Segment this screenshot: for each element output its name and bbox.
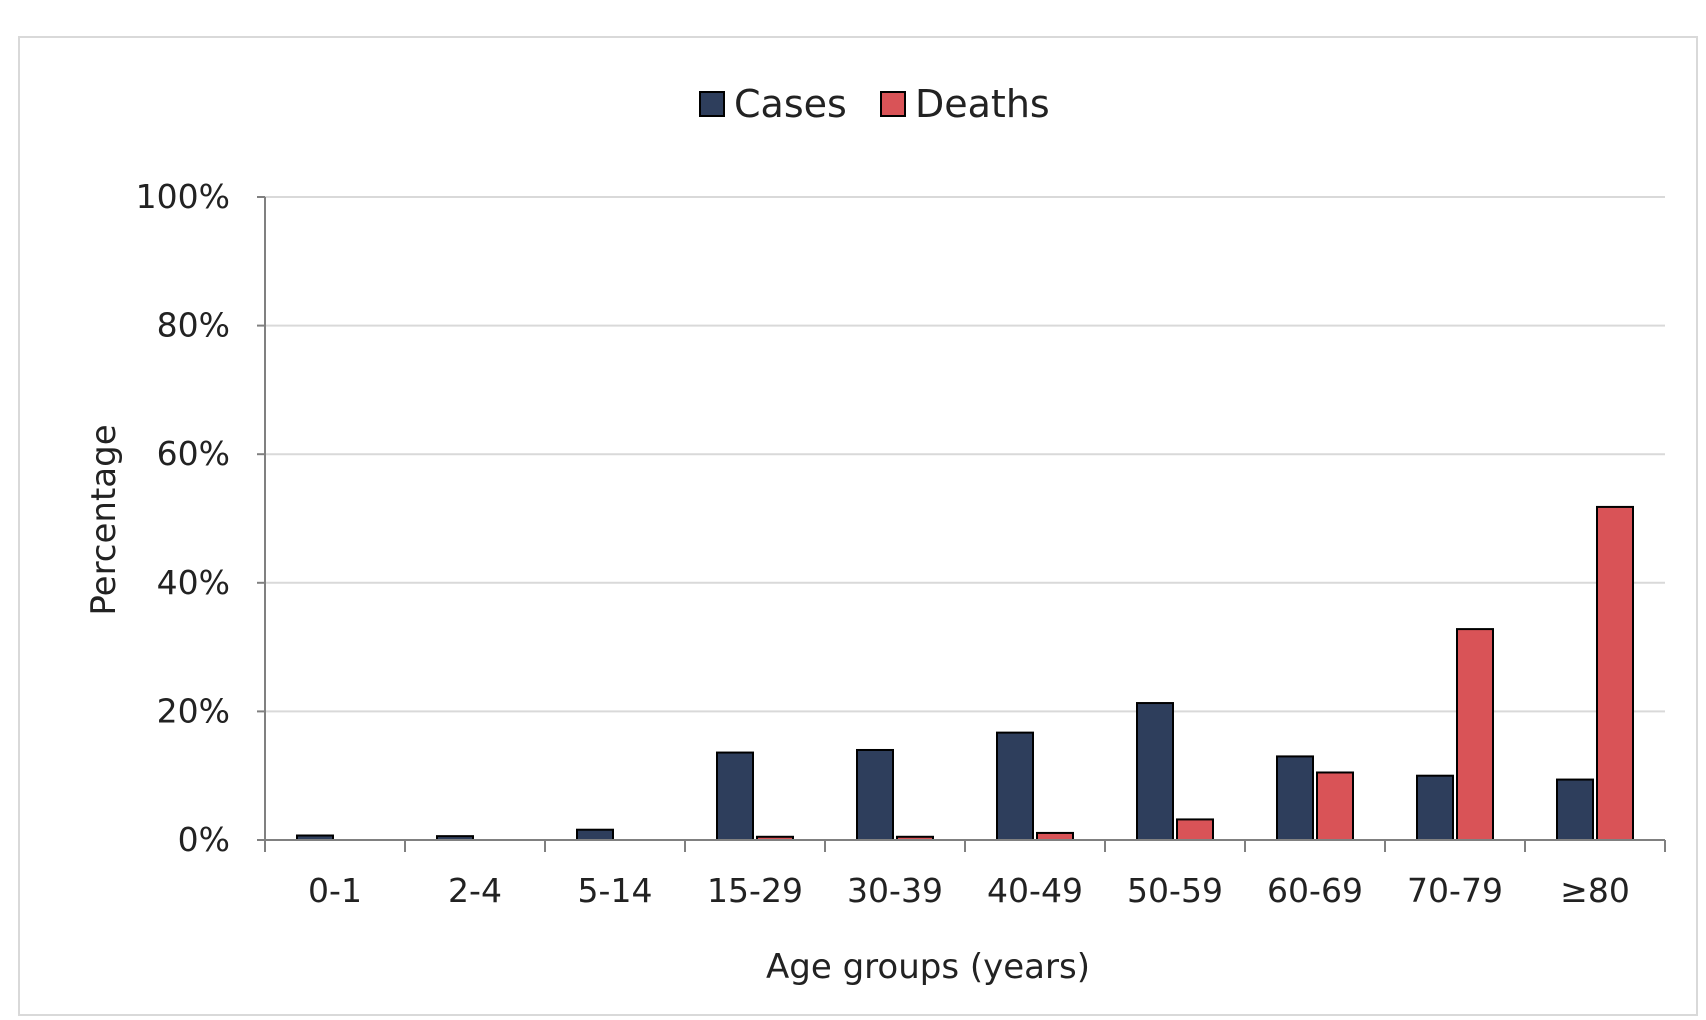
- y-tick-label: 60%: [157, 434, 230, 473]
- legend-label-cases: Cases: [734, 82, 847, 126]
- gridlines: [265, 196, 1665, 713]
- bar-cases-9: [1556, 778, 1594, 841]
- y-tick-label: 100%: [136, 177, 230, 216]
- y-tick-label: 40%: [157, 563, 230, 602]
- legend-label-deaths: Deaths: [915, 82, 1050, 126]
- bars: [296, 505, 1634, 842]
- x-tick-label: 50-59: [1127, 871, 1223, 910]
- bar-deaths-9: [1596, 505, 1634, 841]
- x-tick-label: 5-14: [578, 871, 653, 910]
- chart-frame: [18, 36, 1698, 1016]
- x-tick-label: 2-4: [448, 871, 502, 910]
- bar-cases-8: [1416, 774, 1454, 842]
- y-tick-label: 0%: [178, 820, 230, 859]
- x-axis-title: Age groups (years): [766, 947, 1090, 987]
- bar-cases-5: [996, 731, 1034, 842]
- x-tick-label: 70-79: [1407, 871, 1503, 910]
- x-tick-label: 60-69: [1267, 871, 1363, 910]
- bar-deaths-6: [1176, 818, 1214, 842]
- bar-cases-6: [1136, 702, 1174, 842]
- x-tick-label: 30-39: [847, 871, 943, 910]
- x-tick-label: 40-49: [987, 871, 1083, 910]
- y-tick-label: 80%: [157, 306, 230, 345]
- x-axis-ticks: 0-1 2-4 5-14 15-29 30-39 40-49 50-59 60-69 70-79…: [264, 840, 1666, 910]
- bar-deaths-7: [1316, 771, 1354, 841]
- bar-cases-3: [716, 751, 754, 841]
- y-axis-title: Percentage: [84, 424, 124, 615]
- bar-cases-7: [1276, 755, 1314, 841]
- bar-deaths-8: [1456, 628, 1494, 842]
- axes: [264, 197, 1665, 841]
- bar-cases-2: [576, 828, 614, 841]
- bar-cases-4: [856, 748, 894, 841]
- x-tick-label: 0-1: [308, 871, 362, 910]
- legend-swatch-deaths: [880, 91, 906, 117]
- bar-deaths-5: [1036, 831, 1074, 842]
- x-tick-label: 15-29: [707, 871, 803, 910]
- x-tick-label: ≥80: [1560, 871, 1630, 910]
- y-tick-label: 20%: [157, 691, 230, 730]
- y-axis-ticks: 0% 20% 40% 60% 80% 100%: [136, 177, 265, 859]
- legend-swatch-cases: [699, 91, 725, 117]
- legend: Cases Deaths: [699, 82, 1050, 126]
